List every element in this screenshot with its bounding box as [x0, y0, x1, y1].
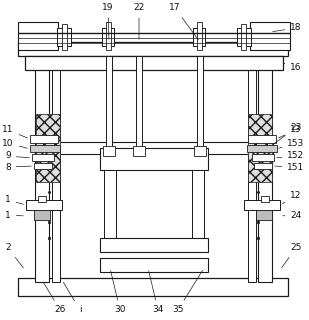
- Bar: [192, 170, 204, 238]
- Bar: [261, 196, 269, 202]
- Bar: [244, 200, 280, 210]
- Text: 35: 35: [172, 270, 202, 315]
- Text: 10: 10: [2, 139, 27, 148]
- Bar: [25, 56, 283, 70]
- Bar: [252, 154, 274, 161]
- Text: 18: 18: [273, 23, 302, 33]
- Bar: [18, 22, 58, 50]
- Bar: [248, 50, 256, 282]
- Text: 9: 9: [5, 151, 29, 161]
- Bar: [133, 146, 145, 156]
- Bar: [247, 145, 277, 152]
- Bar: [32, 154, 54, 161]
- Bar: [34, 163, 52, 169]
- Bar: [106, 22, 111, 50]
- Text: 26: 26: [44, 282, 66, 315]
- Text: 1: 1: [5, 196, 23, 204]
- Bar: [100, 238, 208, 252]
- Bar: [57, 28, 71, 46]
- Bar: [18, 278, 288, 296]
- Text: 16: 16: [283, 63, 302, 73]
- Bar: [18, 42, 288, 56]
- Bar: [35, 50, 49, 282]
- Text: 8: 8: [5, 163, 31, 172]
- Text: 151: 151: [275, 163, 305, 172]
- Bar: [136, 56, 142, 148]
- Bar: [103, 146, 115, 156]
- Bar: [237, 28, 251, 46]
- Bar: [38, 196, 46, 202]
- Bar: [100, 258, 208, 272]
- Text: 12: 12: [282, 191, 302, 204]
- Bar: [106, 56, 112, 148]
- Text: 11: 11: [2, 125, 28, 138]
- Bar: [193, 28, 205, 46]
- Text: 24: 24: [283, 211, 302, 220]
- Bar: [248, 114, 272, 182]
- Bar: [248, 135, 276, 143]
- Bar: [100, 148, 208, 170]
- Bar: [258, 50, 272, 282]
- Bar: [197, 56, 203, 148]
- Text: 152: 152: [277, 151, 305, 161]
- Bar: [34, 210, 50, 220]
- Bar: [254, 163, 272, 169]
- Bar: [104, 170, 116, 238]
- Bar: [26, 200, 62, 210]
- Text: 153: 153: [279, 139, 305, 148]
- Text: 19: 19: [102, 4, 114, 39]
- Bar: [241, 24, 246, 50]
- Text: 22: 22: [133, 4, 145, 39]
- Text: 23: 23: [274, 124, 302, 143]
- Text: 34: 34: [149, 271, 164, 315]
- Text: 2: 2: [5, 244, 23, 268]
- Text: 1: 1: [5, 211, 23, 220]
- Bar: [30, 145, 60, 152]
- Text: 25: 25: [281, 244, 302, 268]
- Bar: [52, 50, 60, 282]
- Bar: [194, 146, 206, 156]
- Text: 13: 13: [278, 125, 302, 138]
- Text: 17: 17: [169, 4, 198, 40]
- Text: i: i: [63, 282, 81, 315]
- Bar: [35, 142, 273, 154]
- Bar: [250, 22, 290, 50]
- Bar: [30, 135, 58, 143]
- Bar: [62, 24, 67, 50]
- Bar: [36, 114, 60, 182]
- Bar: [102, 28, 114, 46]
- Bar: [197, 22, 202, 50]
- Text: 30: 30: [111, 271, 126, 315]
- Bar: [256, 210, 272, 220]
